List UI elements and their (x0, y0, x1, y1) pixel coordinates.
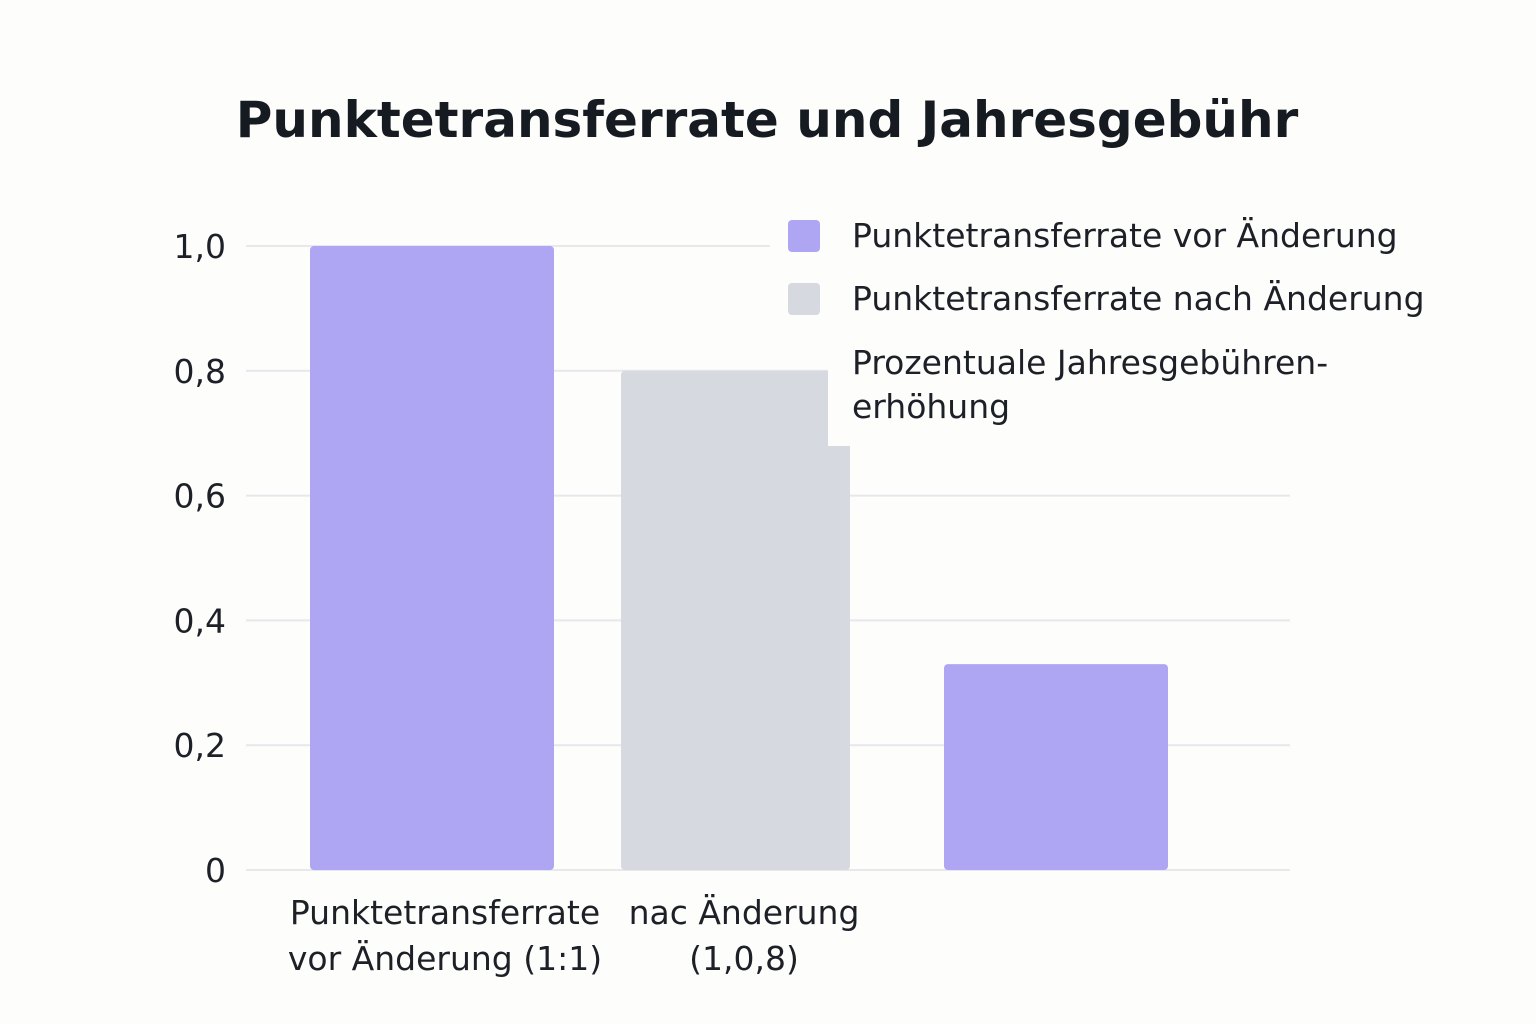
x-axis: Punktetransferrate vor Änderung (1:1) nac … (288, 893, 860, 978)
y-tick-label-4: 0,8 (174, 352, 226, 391)
bar-1 (621, 370, 850, 870)
legend-label-2-1: erhöhung (852, 387, 1010, 426)
legend-label-0-0: Punktetransferrate vor Änderung (852, 216, 1398, 255)
chart-title: Punktetransferrate und Jahresgebühr (236, 91, 1299, 149)
x-category-label-1-1: (1,0,8) (689, 939, 799, 978)
y-tick-label-0: 0 (205, 851, 226, 890)
legend-label-1-0: Punktetransferrate nach Änderung (852, 279, 1425, 318)
x-category-label-0-1: vor Änderung (1:1) (288, 939, 602, 978)
bar-0 (310, 246, 554, 870)
y-tick-label-5: 1,0 (174, 227, 226, 266)
legend-swatch-1 (788, 283, 820, 315)
legend-label-2-0: Prozentuale Jahresgebühren- (852, 343, 1328, 382)
x-category-label-0-0: Punktetransferrate (290, 893, 600, 932)
y-axis: 0 0,2 0,4 0,6 0,8 1,0 (174, 227, 226, 890)
bar-2 (944, 664, 1168, 870)
bars (310, 246, 1168, 870)
legend-background-bottom (851, 446, 1371, 486)
legend-background-top (770, 200, 1510, 365)
x-category-label-1-0: nac Änderung (629, 893, 860, 932)
legend: Punktetransferrate vor Änderung Punktetra… (770, 200, 1510, 486)
legend-swatch-0 (788, 220, 820, 252)
y-tick-label-2: 0,4 (174, 601, 226, 640)
y-tick-label-3: 0,6 (174, 477, 226, 516)
legend-background-mid (828, 365, 1388, 446)
y-tick-label-1: 0,2 (174, 726, 226, 765)
